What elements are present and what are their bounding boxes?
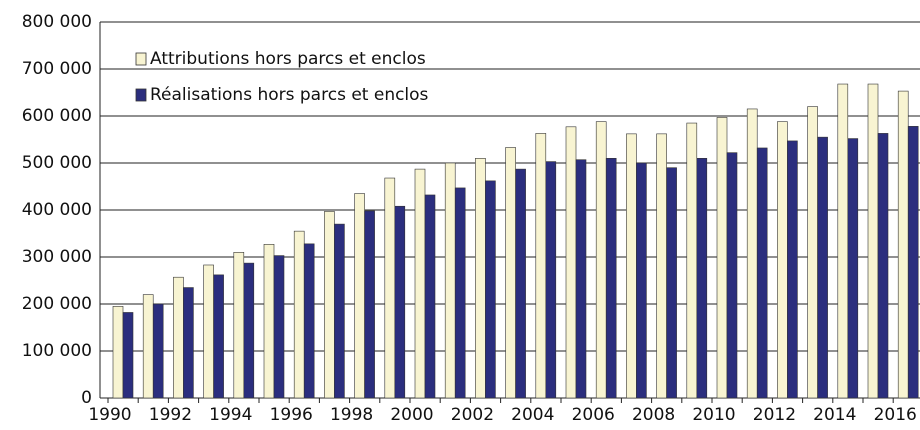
bar (595, 121, 607, 399)
x-tick-label: 2010 (692, 405, 735, 425)
x-tick-label: 1994 (209, 405, 252, 425)
bar (817, 136, 828, 399)
bar (303, 243, 315, 399)
bar (394, 205, 406, 399)
bar (505, 147, 516, 399)
y-tick-label: 0 (81, 388, 92, 408)
x-tick-label: 2016 (874, 405, 917, 425)
bar (867, 83, 879, 399)
bar (354, 193, 365, 399)
bar (414, 168, 426, 399)
x-tick-label: 2012 (753, 405, 796, 425)
bar (605, 158, 617, 399)
bar (575, 159, 587, 399)
bar (203, 264, 214, 399)
bar (686, 122, 698, 399)
x-tick-label: 2014 (813, 405, 856, 425)
x-tick-label: 2000 (390, 405, 433, 425)
bar (173, 276, 184, 399)
bar (444, 162, 456, 399)
bar (233, 252, 245, 399)
x-tick-label: 1998 (330, 405, 373, 425)
bar (897, 90, 909, 399)
x-tick-label: 2008 (632, 405, 675, 425)
y-tick-label: 700 000 (22, 59, 92, 79)
legend-swatch (135, 52, 147, 66)
bar (626, 133, 637, 399)
bar (213, 274, 224, 399)
bar (243, 262, 255, 399)
legend-swatch (135, 88, 147, 102)
x-tick-label: 2006 (572, 405, 615, 425)
bar (364, 210, 375, 399)
bar (142, 294, 154, 399)
bar (777, 121, 788, 399)
bar (565, 126, 577, 399)
bar (475, 158, 486, 399)
bar (324, 211, 335, 399)
bar (485, 180, 496, 399)
bar (716, 117, 728, 399)
y-tick-label: 300 000 (22, 247, 92, 267)
x-tick-label: 2002 (451, 405, 494, 425)
bar (907, 126, 919, 399)
bar (837, 83, 849, 399)
x-tick-label: 1990 (88, 405, 131, 425)
bar (152, 303, 164, 399)
x-tick-label: 2004 (511, 405, 554, 425)
y-tick-label: 500 000 (22, 153, 92, 173)
bar (454, 187, 466, 399)
bar (656, 133, 667, 399)
bar (384, 177, 396, 399)
bar (515, 168, 526, 399)
bar (273, 255, 285, 399)
y-tick-label: 600 000 (22, 106, 92, 126)
y-tick-label: 200 000 (22, 294, 92, 314)
bar (334, 223, 345, 399)
y-tick-label: 400 000 (22, 200, 92, 220)
bar (424, 194, 436, 399)
bar (666, 167, 677, 399)
legend-label: Réalisations hors parcs et enclos (150, 85, 429, 105)
bar (696, 158, 708, 399)
bar (787, 140, 798, 399)
bar (877, 133, 889, 399)
bar (112, 306, 124, 399)
bar (545, 161, 557, 399)
y-tick-label: 100 000 (22, 341, 92, 361)
bar (535, 133, 547, 399)
bar (726, 152, 738, 399)
bar (183, 287, 194, 399)
bar (293, 230, 305, 399)
bar (756, 147, 768, 399)
bar (122, 312, 134, 399)
bar (263, 244, 275, 399)
bar (847, 138, 859, 399)
y-tick-label: 800 000 (22, 12, 92, 32)
bar (746, 108, 758, 399)
x-tick-label: 1992 (149, 405, 192, 425)
legend-label: Attributions hors parcs et enclos (150, 49, 426, 69)
x-tick-label: 1996 (270, 405, 313, 425)
bar (807, 106, 818, 399)
bar (636, 162, 647, 399)
